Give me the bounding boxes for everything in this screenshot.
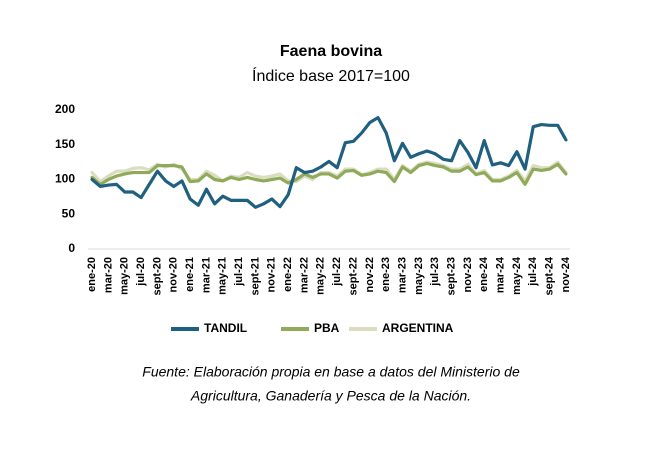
x-tick-label: may-22 — [315, 257, 327, 295]
x-tick-label: may-24 — [511, 256, 523, 295]
x-tick-label: ene-20 — [86, 257, 98, 292]
x-tick-label: may-21 — [217, 257, 229, 295]
x-tick-label: jul-24 — [527, 256, 539, 287]
x-tick-label: mar-21 — [200, 257, 212, 293]
chart-title: Faena bovina — [280, 43, 382, 60]
x-tick-label: ene-22 — [282, 257, 294, 292]
x-tick-label: sept-24 — [543, 256, 555, 295]
x-tick-label: nov-23 — [462, 257, 474, 292]
x-tick-label: sept-21 — [249, 257, 261, 296]
x-tick-label: sept-22 — [347, 257, 359, 296]
x-tick-label: sept-23 — [445, 257, 457, 296]
source-line: Fuente: Elaboración propia en base a dat… — [142, 364, 520, 380]
legend-label: PBA — [314, 321, 340, 335]
x-tick-label: ene-24 — [478, 256, 490, 292]
x-tick-label: may-20 — [119, 257, 131, 295]
y-tick-label: 200 — [55, 102, 75, 116]
x-tick-label: ene-21 — [184, 257, 196, 292]
x-tick-label: jul-22 — [331, 257, 343, 287]
x-tick-label: may-23 — [413, 257, 425, 295]
x-tick-label: mar-24 — [494, 256, 506, 293]
source-line: Agricultura, Ganadería y Pesca de la Nac… — [190, 388, 471, 404]
legend-label: ARGENTINA — [382, 321, 454, 335]
x-tick-label: mar-22 — [298, 257, 310, 293]
y-tick-label: 50 — [62, 206, 76, 220]
x-tick-label: nov-21 — [266, 257, 278, 292]
x-tick-label: mar-20 — [102, 257, 114, 293]
y-tick-label: 0 — [68, 241, 75, 255]
x-tick-label: nov-24 — [560, 256, 572, 292]
series-line — [90, 116, 568, 209]
x-tick-label: jul-21 — [233, 257, 245, 287]
legend-label: TANDIL — [204, 321, 247, 335]
x-tick-label: sept-20 — [151, 257, 163, 296]
y-tick-label: 100 — [55, 172, 75, 186]
chart-subtitle: Índice base 2017=100 — [252, 66, 410, 85]
series-line — [90, 161, 568, 186]
x-tick-label: ene-23 — [380, 257, 392, 292]
x-tick-label: mar-23 — [396, 257, 408, 293]
x-tick-label: nov-22 — [364, 257, 376, 292]
x-tick-label: jul-20 — [135, 257, 147, 287]
x-tick-label: jul-23 — [429, 257, 441, 287]
y-tick-label: 150 — [55, 137, 75, 151]
x-tick-label: nov-20 — [168, 257, 180, 292]
